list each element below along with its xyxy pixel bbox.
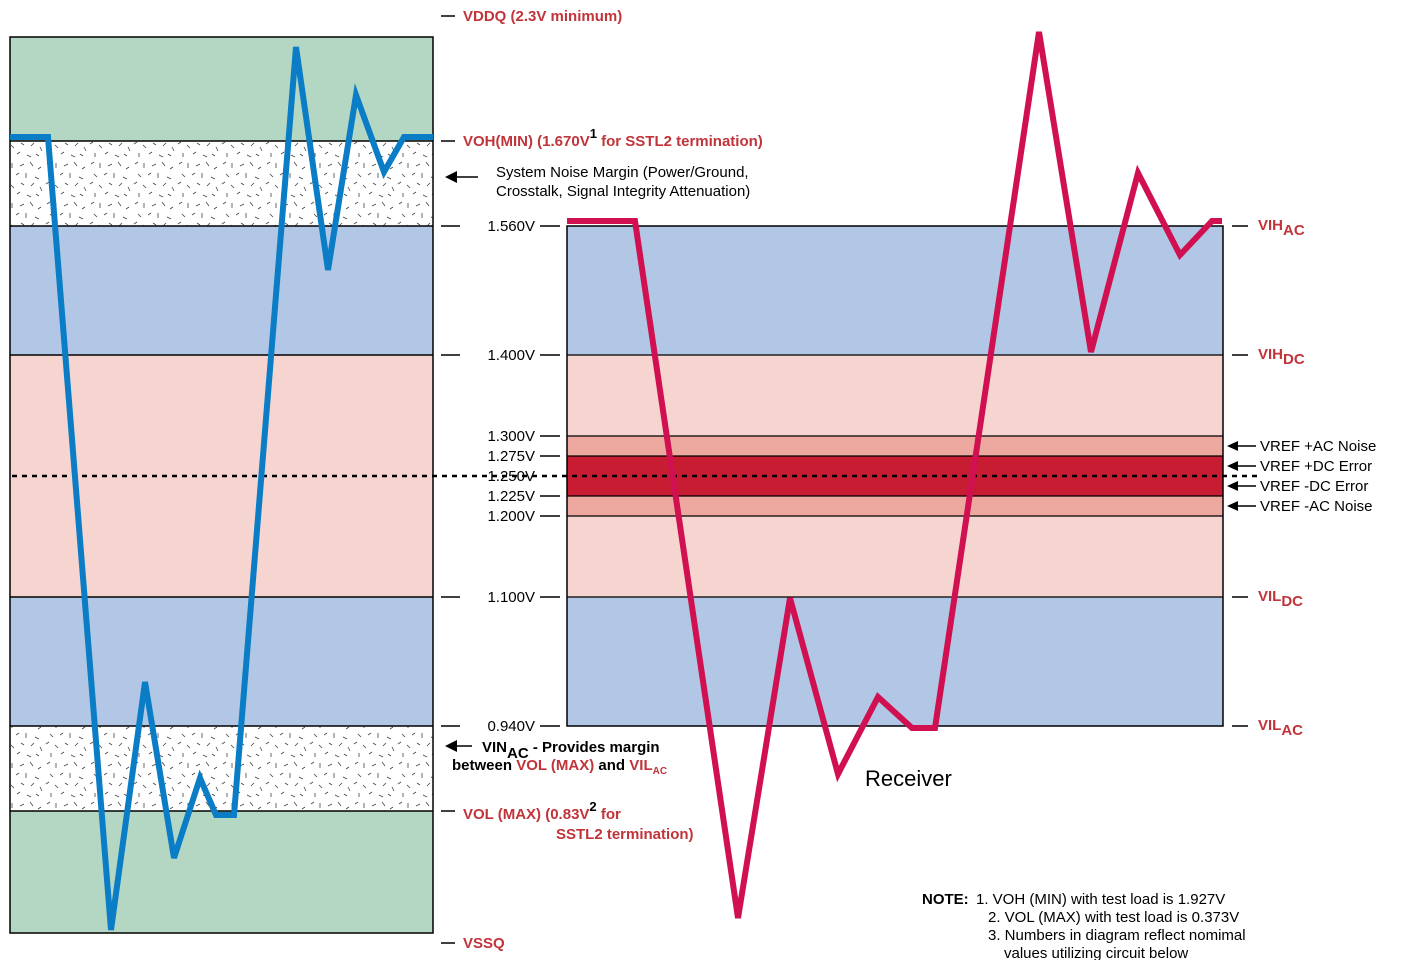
driver-blue-band-top [10, 226, 433, 355]
vddq-label: VDDQ (2.3V minimum) [463, 8, 622, 25]
receiver-vih-ac-band [567, 226, 1223, 355]
vref-dc-error-neg-label: VREF -DC Error [1260, 478, 1368, 495]
note-line-4: values utilizing circuit below [1004, 945, 1188, 960]
voltage-scale [441, 15, 560, 944]
vih-dc-label: VIHDC [1258, 346, 1305, 368]
vol-max-label: VOL (MAX) (0.83V2 for [463, 799, 621, 823]
vil-ac-label: VILAC [1258, 717, 1303, 739]
note-block: NOTE: 1. VOH (MIN) with test load is 1.9… [922, 891, 1246, 960]
voh-min-label: VOH(MIN) (1.670V1 for SSTL2 termination) [463, 126, 763, 150]
tick-1400: 1.400V [487, 347, 535, 364]
driver-vddq-band [10, 37, 433, 141]
noise-margin-label-1: System Noise Margin (Power/Ground, [496, 164, 749, 181]
vref-ac-noise-pos-label: VREF +AC Noise [1260, 438, 1376, 455]
receiver-ac-noise-pos [567, 436, 1223, 456]
driver-frame [9, 36, 434, 934]
vin-ac-arrow [445, 740, 472, 752]
tick-1200: 1.200V [487, 508, 535, 525]
vref-ac-noise-neg-label: VREF -AC Noise [1260, 498, 1373, 515]
vref-dc-error-pos-label: VREF +DC Error [1260, 458, 1372, 475]
vih-ac-label: VIHAC [1258, 217, 1305, 239]
driver-noise-margin-bottom [10, 726, 433, 811]
vil-dc-label: VILDC [1258, 588, 1303, 610]
driver-noise-margin-top [10, 141, 433, 226]
note-line-2: 2. VOL (MAX) with test load is 0.373V [988, 909, 1239, 926]
note-line-1: 1. VOH (MIN) with test load is 1.927V [976, 891, 1225, 908]
receiver-vil-ac-band [567, 597, 1223, 726]
receiver-waveform [567, 31, 1222, 919]
tick-1100: 1.100V [487, 589, 535, 606]
vin-ac-between-label: between VOL (MAX) and VILAC [452, 757, 667, 777]
tick-1300: 1.300V [487, 428, 535, 445]
noise-margin-arrow [445, 171, 478, 183]
note-line-3: 3. Numbers in diagram reflect nomimal [988, 927, 1246, 944]
driver-blue-band-bottom [10, 597, 433, 726]
receiver-ac-noise-neg [567, 496, 1223, 516]
driver-waveform [10, 46, 433, 931]
receiver-bands [566, 225, 1224, 727]
vref-arrows [1236, 445, 1256, 507]
tick-1275: 1.275V [487, 448, 535, 465]
vssq-label: VSSQ [463, 935, 505, 952]
tick-1250: 1.250V [487, 468, 535, 485]
driver-bands [9, 36, 434, 934]
vin-ac-label: VINAC - Provides margin [482, 739, 660, 762]
tick-1225: 1.225V [487, 488, 535, 505]
tick-0940: 0.940V [487, 718, 535, 735]
noise-margin-label-2: Crosstalk, Signal Integrity Attenuation) [496, 183, 750, 200]
driver-vssq-band [10, 811, 433, 933]
receiver-label: Receiver [865, 766, 952, 791]
tick-1560: 1.560V [487, 218, 535, 235]
note-title: NOTE: [922, 891, 969, 908]
vol-max-label-line2: SSTL2 termination) [556, 826, 694, 843]
